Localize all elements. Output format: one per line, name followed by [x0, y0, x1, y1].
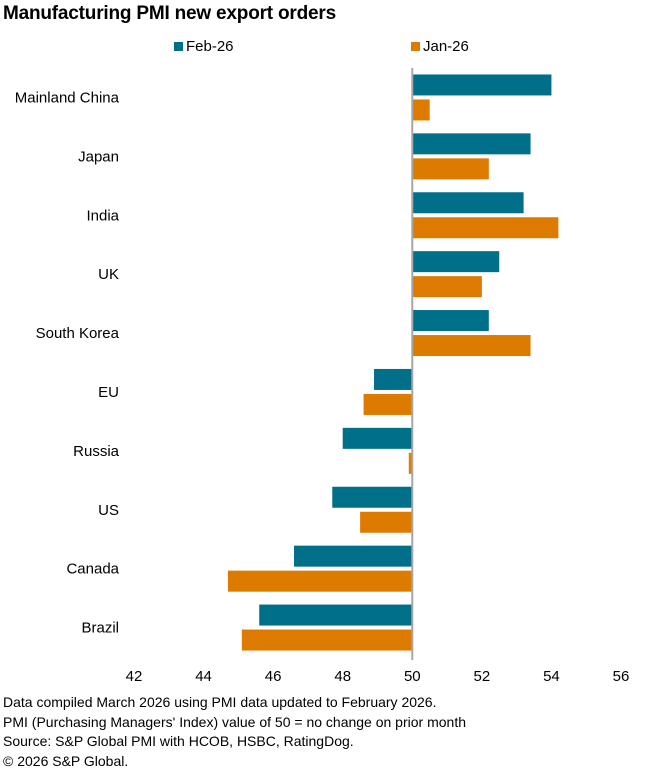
legend-swatch-feb-26 [174, 42, 183, 51]
chart-title: Manufacturing PMI new export orders [3, 3, 336, 24]
footer-line-source: Source: S&P Global PMI with HCOB, HSBC, … [3, 733, 354, 749]
bars-group [227, 74, 559, 651]
bar-russia-jan-26 [408, 452, 413, 474]
category-label-japan: Japan [78, 148, 119, 165]
bar-canada-feb-26 [294, 545, 413, 567]
bar-eu-feb-26 [374, 368, 413, 390]
category-label-eu: EU [98, 384, 119, 401]
category-labels-group: Mainland China Japan India UK South Korea EU R… [15, 89, 120, 636]
footer-line-compiled: Data compiled March 2026 using PMI data … [3, 694, 437, 710]
bar-uk-feb-26 [412, 251, 500, 273]
bar-brazil-jan-26 [241, 629, 413, 651]
x-tick-label-48: 48 [334, 668, 351, 685]
footer-line-copyright: © 2026 S&P Global. [3, 752, 129, 769]
category-label-india: India [86, 207, 119, 224]
x-tick-label-44: 44 [195, 668, 212, 685]
bar-mainland-china-jan-26 [412, 99, 430, 121]
bar-japan-feb-26 [412, 133, 531, 155]
x-tick-label-56: 56 [613, 668, 630, 685]
bar-russia-feb-26 [342, 427, 413, 449]
category-label-mainland-china: Mainland China [15, 89, 120, 106]
legend-swatch-jan-26 [411, 42, 420, 51]
legend-item-jan-26: Jan-26 [411, 38, 469, 55]
category-label-us: US [98, 502, 119, 519]
x-tick-label-50: 50 [404, 668, 421, 685]
legend-label-jan-26: Jan-26 [423, 38, 469, 55]
chart-footer: Data compiled March 2026 using PMI data … [3, 693, 466, 771]
bar-japan-jan-26 [412, 158, 489, 180]
bar-eu-jan-26 [363, 393, 413, 415]
bar-mainland-china-feb-26 [412, 74, 552, 96]
bar-india-feb-26 [412, 192, 524, 214]
x-tick-label-52: 52 [474, 668, 491, 685]
bar-uk-jan-26 [412, 276, 482, 298]
bar-us-jan-26 [360, 511, 413, 533]
category-label-russia: Russia [73, 443, 120, 460]
category-label-uk: UK [98, 266, 119, 283]
bar-india-jan-26 [412, 217, 559, 239]
x-tick-label-46: 46 [265, 668, 282, 685]
tick-labels-group: 42 44 46 48 50 52 54 56 [126, 668, 630, 685]
x-tick-label-54: 54 [543, 668, 560, 685]
bar-south-korea-feb-26 [412, 310, 489, 332]
bar-chart: Mainland China Japan India UK South Korea EU R… [15, 68, 630, 685]
legend-item-feb-26: Feb-26 [174, 38, 234, 55]
category-label-brazil: Brazil [81, 620, 119, 637]
x-tick-label-42: 42 [126, 668, 143, 685]
category-label-south-korea: South Korea [36, 325, 120, 342]
bar-brazil-feb-26 [259, 604, 413, 626]
bar-us-feb-26 [332, 486, 413, 508]
bar-south-korea-jan-26 [412, 335, 531, 357]
legend-label-feb-26: Feb-26 [186, 38, 234, 55]
category-label-canada: Canada [66, 561, 119, 578]
footer-line-pmi-definition: PMI (Purchasing Managers' Index) value o… [3, 713, 466, 730]
bar-canada-jan-26 [227, 570, 413, 592]
